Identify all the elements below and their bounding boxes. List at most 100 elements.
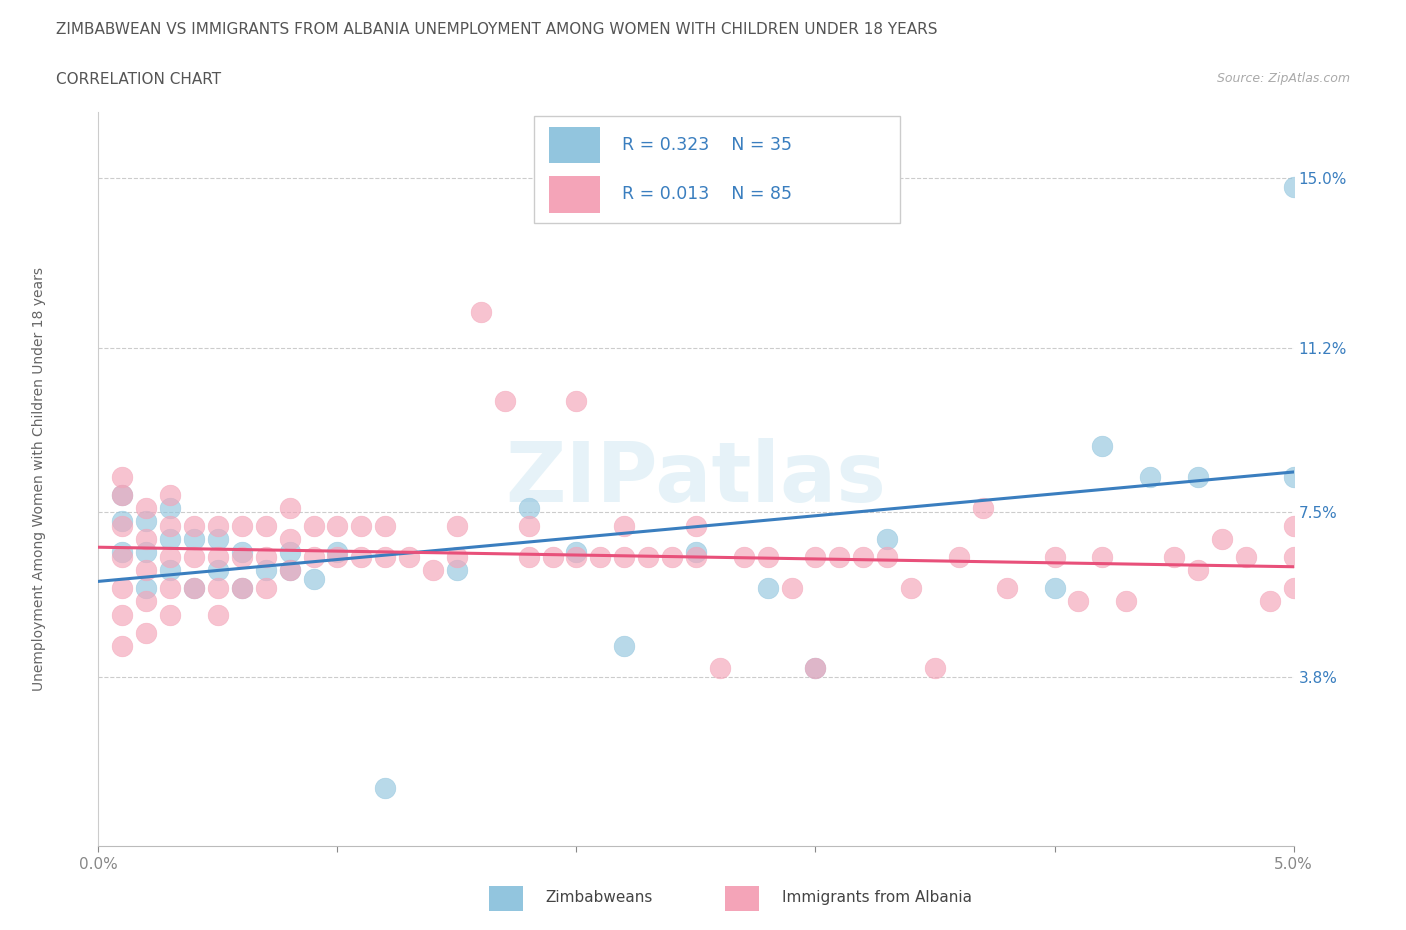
Point — [804, 660, 827, 675]
Text: R = 0.323    N = 35: R = 0.323 N = 35 — [621, 136, 792, 154]
Point — [183, 580, 205, 595]
Point — [446, 550, 468, 565]
Point — [1187, 470, 1209, 485]
Point — [876, 550, 898, 565]
Point — [565, 545, 588, 560]
Point — [709, 660, 731, 675]
Point — [517, 518, 540, 533]
Point — [924, 660, 946, 675]
Point — [972, 500, 994, 515]
Point — [278, 532, 301, 547]
Point — [613, 550, 636, 565]
Point — [111, 639, 134, 654]
Point — [135, 563, 157, 578]
Point — [135, 532, 157, 547]
FancyBboxPatch shape — [489, 885, 523, 911]
Point — [565, 550, 588, 565]
Text: Immigrants from Albania: Immigrants from Albania — [782, 890, 972, 905]
Point — [517, 500, 540, 515]
Point — [804, 550, 827, 565]
Point — [111, 607, 134, 622]
Point — [111, 513, 134, 528]
Point — [1282, 179, 1305, 194]
Point — [159, 487, 181, 502]
Point — [111, 487, 134, 502]
Point — [302, 518, 325, 533]
Point — [1282, 518, 1305, 533]
Point — [733, 550, 755, 565]
Point — [685, 545, 707, 560]
Point — [470, 304, 492, 319]
Point — [207, 580, 229, 595]
Point — [207, 563, 229, 578]
Point — [374, 518, 396, 533]
Point — [374, 550, 396, 565]
Point — [1282, 470, 1305, 485]
Point — [159, 580, 181, 595]
Point — [494, 393, 516, 408]
Point — [159, 563, 181, 578]
Point — [1067, 594, 1090, 609]
Point — [111, 518, 134, 533]
Text: ZIPatlas: ZIPatlas — [506, 438, 886, 520]
Text: Unemployment Among Women with Children Under 18 years: Unemployment Among Women with Children U… — [32, 267, 45, 691]
Point — [1187, 563, 1209, 578]
Point — [135, 580, 157, 595]
Point — [254, 580, 277, 595]
Point — [231, 550, 253, 565]
Point — [517, 550, 540, 565]
Point — [613, 518, 636, 533]
Point — [685, 550, 707, 565]
Point — [254, 518, 277, 533]
Point — [828, 550, 851, 565]
Point — [111, 550, 134, 565]
Point — [302, 550, 325, 565]
FancyBboxPatch shape — [725, 885, 759, 911]
Point — [183, 550, 205, 565]
Point — [231, 580, 253, 595]
Point — [111, 545, 134, 560]
Point — [780, 580, 803, 595]
Point — [350, 550, 373, 565]
Point — [135, 594, 157, 609]
Text: Zimbabweans: Zimbabweans — [546, 890, 652, 905]
FancyBboxPatch shape — [548, 176, 600, 213]
Point — [589, 550, 612, 565]
Point — [756, 550, 779, 565]
Point — [159, 550, 181, 565]
Point — [159, 532, 181, 547]
Point — [231, 518, 253, 533]
Point — [183, 532, 205, 547]
Point — [948, 550, 970, 565]
Point — [159, 500, 181, 515]
Point — [1139, 470, 1161, 485]
Point — [207, 550, 229, 565]
Point — [995, 580, 1018, 595]
Text: ZIMBABWEAN VS IMMIGRANTS FROM ALBANIA UNEMPLOYMENT AMONG WOMEN WITH CHILDREN UND: ZIMBABWEAN VS IMMIGRANTS FROM ALBANIA UN… — [56, 21, 938, 37]
Point — [350, 518, 373, 533]
FancyBboxPatch shape — [534, 116, 900, 223]
Point — [685, 518, 707, 533]
Point — [111, 470, 134, 485]
Point — [756, 580, 779, 595]
Point — [804, 660, 827, 675]
FancyBboxPatch shape — [548, 127, 600, 164]
Text: Source: ZipAtlas.com: Source: ZipAtlas.com — [1216, 73, 1350, 85]
Point — [159, 518, 181, 533]
Point — [1043, 580, 1066, 595]
Point — [326, 550, 349, 565]
Point — [374, 781, 396, 796]
Point — [207, 518, 229, 533]
Point — [1211, 532, 1233, 547]
Point — [135, 545, 157, 560]
Point — [111, 487, 134, 502]
Point — [446, 563, 468, 578]
Point — [613, 639, 636, 654]
Text: R = 0.013    N = 85: R = 0.013 N = 85 — [621, 185, 792, 204]
Point — [183, 580, 205, 595]
Point — [111, 580, 134, 595]
Point — [1282, 580, 1305, 595]
Point — [446, 518, 468, 533]
Point — [1115, 594, 1137, 609]
Point — [135, 500, 157, 515]
